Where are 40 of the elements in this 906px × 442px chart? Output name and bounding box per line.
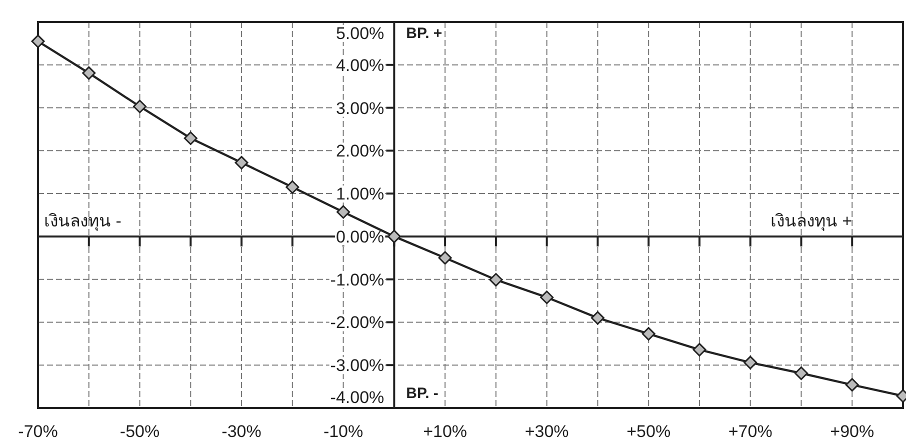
annotation: เงินลงทุน - <box>44 211 122 232</box>
annotation: BP. + <box>406 25 442 42</box>
x-tick-label: -70% <box>18 422 58 441</box>
point <box>692 342 706 356</box>
y-tick-label: 1.00% <box>336 184 384 204</box>
point <box>489 273 503 287</box>
point <box>133 100 147 114</box>
point <box>82 66 96 80</box>
y-tick-label: 3.00% <box>336 98 384 118</box>
y-tick-label: 5.00% <box>336 24 384 43</box>
point <box>794 366 808 380</box>
point <box>590 311 604 325</box>
point <box>540 290 554 304</box>
y-tick-label: -2.00% <box>330 313 384 332</box>
y-tick-label: -1.00% <box>330 270 384 290</box>
point <box>845 378 859 392</box>
annotation: เงินลงทุน + <box>770 211 852 232</box>
point <box>286 180 300 194</box>
x-tick-label: +10% <box>423 422 468 441</box>
x-tick-label: +90% <box>830 422 874 441</box>
x-tick-label: +50% <box>626 422 671 441</box>
x-tick-label: +30% <box>524 422 569 441</box>
y-tick-label: 4.00% <box>336 56 384 75</box>
point <box>744 356 758 370</box>
point <box>184 131 198 145</box>
point <box>387 230 401 244</box>
x-tick-label: -10% <box>323 422 364 441</box>
x-tick-label: +70% <box>728 422 772 441</box>
point <box>642 327 656 341</box>
point <box>438 251 452 265</box>
y-tick-label: -3.00% <box>330 356 384 376</box>
x-tick-label: -30% <box>222 422 262 441</box>
y-tick-label: 2.00% <box>336 142 384 161</box>
y-tick-label: 0.00% <box>336 227 384 246</box>
point <box>336 205 350 219</box>
x-tick-label: -50% <box>120 422 160 441</box>
point <box>31 34 45 48</box>
point <box>234 156 248 170</box>
y-tick-label: -4.00% <box>330 388 384 407</box>
annotation: BP. - <box>406 385 438 402</box>
